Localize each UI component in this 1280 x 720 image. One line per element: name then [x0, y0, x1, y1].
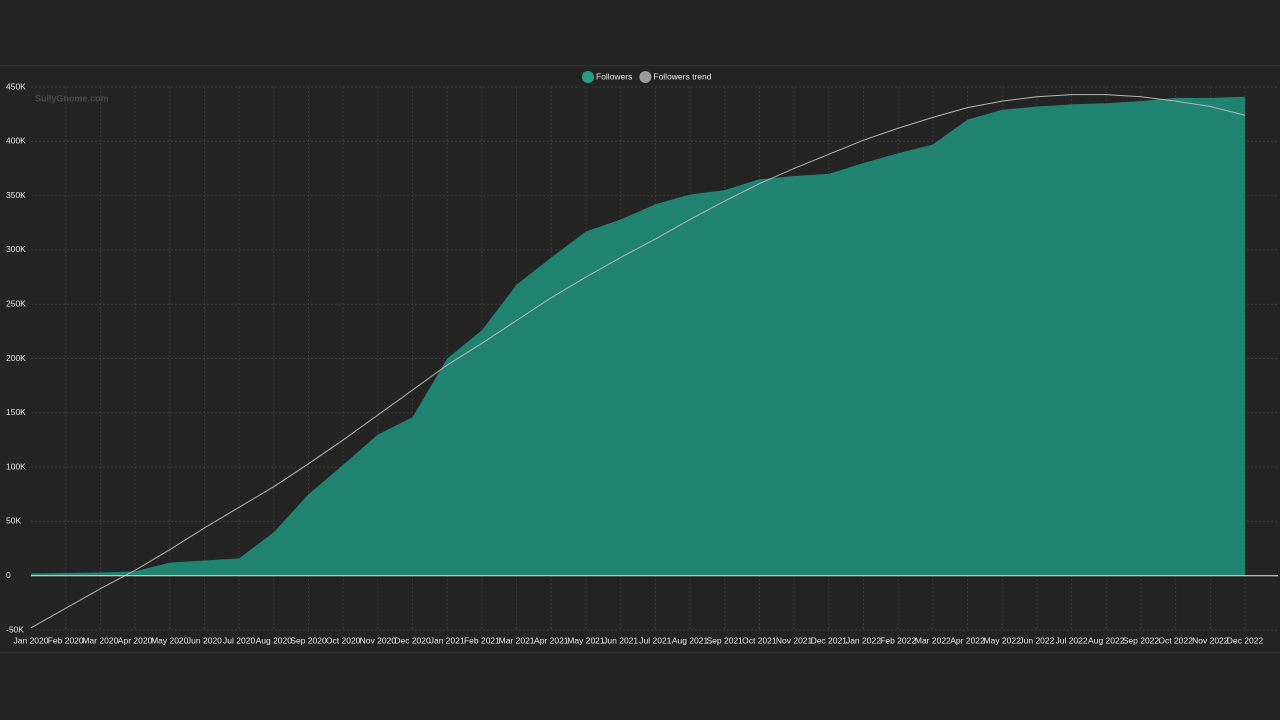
x-tick-label: May 2021 — [567, 635, 605, 645]
area — [31, 96, 1245, 576]
y-tick-label: 150K — [6, 407, 26, 417]
legend-marker — [639, 71, 652, 83]
x-tick-label: Feb 2022 — [880, 635, 916, 645]
y-tick-label: 200K — [6, 353, 26, 363]
x-tick-label: Mar 2021 — [499, 635, 535, 645]
legend-label: Followers trend — [653, 71, 711, 81]
x-tick-label: Aug 2021 — [672, 635, 709, 645]
legend-label: Followers — [596, 71, 632, 81]
x-tick-label: Nov 2021 — [776, 635, 813, 645]
x-tick-label: Jan 2021 — [430, 635, 465, 645]
y-tick-label: -50K — [6, 624, 24, 634]
x-tick-label: Oct 2021 — [742, 635, 777, 645]
x-tick-label: Mar 2020 — [82, 635, 118, 645]
x-tick-label: Apr 2022 — [950, 635, 985, 645]
x-tick-label: Aug 2022 — [1088, 635, 1125, 645]
y-tick-label: 0 — [6, 570, 11, 580]
y-tick-label: 350K — [6, 190, 26, 200]
y-tick-label: 300K — [6, 244, 26, 254]
x-tick-label: Apr 2021 — [534, 635, 569, 645]
x-tick-label: Dec 2022 — [1227, 635, 1264, 645]
x-tick-label: Dec 2021 — [811, 635, 848, 645]
legend-marker — [582, 71, 594, 83]
x-tick-label: Feb 2021 — [464, 635, 500, 645]
x-tick-label: Nov 2022 — [1192, 635, 1229, 645]
x-tick-label: Jul 2020 — [223, 635, 255, 645]
x-tick-label: Oct 2020 — [326, 635, 361, 645]
trend-line — [30, 94, 1246, 629]
x-tick-label: Jan 2022 — [846, 635, 881, 645]
x-tick-label: May 2022 — [984, 635, 1022, 645]
x-tick-label: Jun 2021 — [603, 635, 638, 645]
x-tick-label: Sep 2022 — [1123, 635, 1160, 645]
legend-item: Followers trend — [639, 71, 712, 83]
legend-item: Followers — [582, 71, 632, 83]
x-tick-label: May 2020 — [151, 635, 189, 645]
x-tick-label: Apr 2020 — [118, 635, 153, 645]
x-tick-label: Jun 2020 — [187, 635, 222, 645]
x-tick-label: Mar 2022 — [915, 635, 951, 645]
y-tick-label: 450K — [6, 81, 26, 91]
y-tick-label: 250K — [6, 298, 26, 308]
y-tick-label: 100K — [6, 461, 26, 471]
y-tick-label: 50K — [6, 516, 21, 526]
x-tick-label: Nov 2020 — [360, 635, 397, 645]
x-tick-label: Jun 2022 — [1019, 635, 1054, 645]
watermark: SullyGnome.com — [35, 93, 109, 103]
y-tick-label: 400K — [6, 136, 26, 146]
x-tick-label: Dec 2020 — [394, 635, 431, 645]
x-tick-label: Feb 2020 — [48, 635, 84, 645]
x-tick-label: Jan 2020 — [14, 635, 49, 645]
x-tick-label: Jul 2022 — [1056, 635, 1088, 645]
x-tick-label: Sep 2020 — [290, 635, 327, 645]
x-tick-label: Oct 2022 — [1158, 635, 1193, 645]
x-tick-label: Jul 2021 — [639, 635, 671, 645]
x-tick-label: Sep 2021 — [707, 635, 744, 645]
x-tick-label: Aug 2020 — [256, 635, 293, 645]
